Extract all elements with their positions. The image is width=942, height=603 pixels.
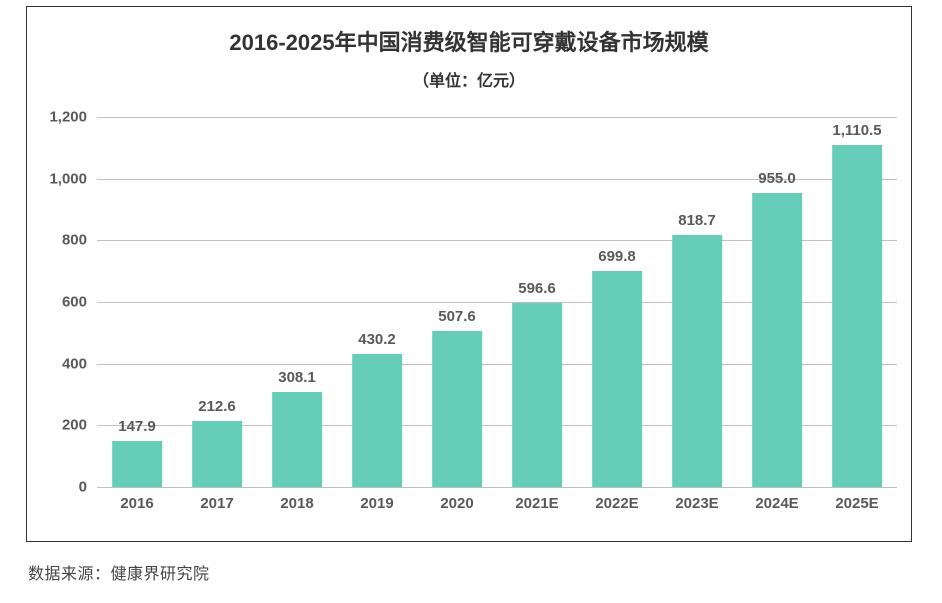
bar <box>432 331 482 488</box>
bar-slot: 1,110.52025E <box>817 117 897 487</box>
y-axis-label: 400 <box>62 355 97 372</box>
bar-slot: 818.72023E <box>657 117 737 487</box>
bar-slot: 430.22019 <box>337 117 417 487</box>
x-axis-label: 2025E <box>835 487 878 512</box>
bar <box>592 271 642 487</box>
x-axis-label: 2020 <box>440 487 473 512</box>
x-axis-label: 2024E <box>755 487 798 512</box>
bar-slot: 212.62017 <box>177 117 257 487</box>
chart-title: 2016-2025年中国消费级智能可穿戴设备市场规模 <box>27 7 911 57</box>
bar-value-label: 1,110.5 <box>832 122 881 139</box>
bar-slot: 507.62020 <box>417 117 497 487</box>
bar-value-label: 147.9 <box>118 418 156 435</box>
bar-value-label: 212.6 <box>198 398 236 415</box>
chart-subtitle: （单位：亿元） <box>27 67 911 91</box>
bar-slot: 955.02024E <box>737 117 817 487</box>
y-axis-label: 1,000 <box>49 170 97 187</box>
x-axis-label: 2018 <box>280 487 313 512</box>
bar-slot: 147.92016 <box>97 117 177 487</box>
bar-value-label: 699.8 <box>598 248 636 265</box>
bar-slot: 699.82022E <box>577 117 657 487</box>
bar <box>832 145 882 487</box>
bar <box>512 303 562 487</box>
bar <box>112 441 162 487</box>
bar <box>752 193 802 487</box>
x-axis-label: 2016 <box>120 487 153 512</box>
y-axis-label: 0 <box>79 479 97 496</box>
y-axis-label: 200 <box>62 417 97 434</box>
y-axis-label: 800 <box>62 232 97 249</box>
bar <box>672 235 722 487</box>
x-axis-label: 2017 <box>200 487 233 512</box>
bar <box>192 421 242 487</box>
bar-value-label: 818.7 <box>678 212 716 229</box>
bar <box>272 392 322 487</box>
bar-value-label: 430.2 <box>358 331 396 348</box>
source-note: 数据来源：健康界研究院 <box>28 560 210 584</box>
bar-slot: 308.12018 <box>257 117 337 487</box>
y-axis-label: 1,200 <box>49 109 97 126</box>
bar-value-label: 507.6 <box>438 308 476 325</box>
bar-value-label: 596.6 <box>518 280 556 297</box>
x-axis-label: 2021E <box>515 487 558 512</box>
chart-frame: 2016-2025年中国消费级智能可穿戴设备市场规模 （单位：亿元） 0 200 4… <box>26 6 912 542</box>
plot-area: 02004006008001,0001,200147.92016212.6201… <box>97 117 897 487</box>
x-axis-label: 2022E <box>595 487 638 512</box>
y-axis-label: 600 <box>62 294 97 311</box>
bar-slot: 596.62021E <box>497 117 577 487</box>
bar <box>352 354 402 487</box>
bar-value-label: 308.1 <box>278 369 316 386</box>
bar-value-label: 955.0 <box>758 170 796 187</box>
x-axis-label: 2023E <box>675 487 718 512</box>
x-axis-label: 2019 <box>360 487 393 512</box>
